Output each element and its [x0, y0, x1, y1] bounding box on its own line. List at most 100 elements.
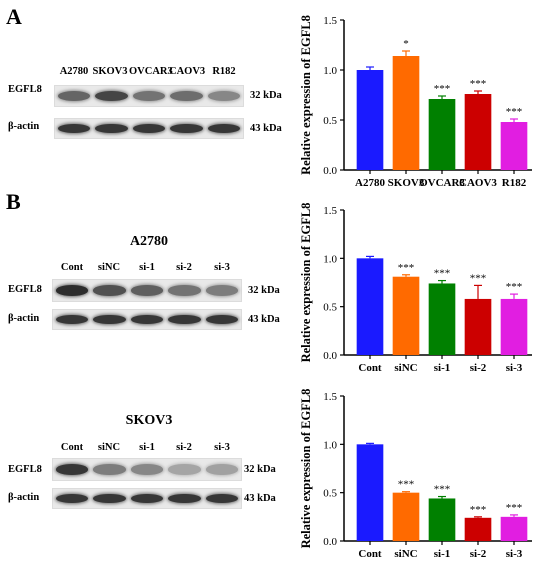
bar: [428, 498, 456, 541]
bar: [428, 99, 456, 170]
y-tick-label: 1.0: [323, 439, 337, 451]
bar: [392, 56, 420, 170]
y-axis-label: Relative expression of EGFL8: [299, 203, 313, 363]
y-axis-label: Relative expression of EGFL8: [299, 389, 313, 549]
blot-band: [95, 123, 128, 134]
blot-strip-egfl8: [52, 458, 242, 481]
significance-label: *: [403, 38, 409, 50]
x-tick-label: R182: [502, 177, 527, 189]
y-tick-label: 1.5: [323, 391, 337, 403]
blot-strip-beta-actin: [52, 488, 242, 509]
blot-strip-beta-actin: [54, 118, 244, 139]
bar: [356, 444, 384, 541]
significance-label: ***: [506, 106, 523, 118]
lane-label: siNC: [97, 262, 121, 273]
kda-label: 43 kDa: [248, 314, 280, 325]
kda-label: 32 kDa: [248, 285, 280, 296]
significance-label: ***: [506, 502, 523, 514]
blot-band: [168, 314, 201, 325]
blot-band: [55, 314, 88, 325]
blot-band: [130, 285, 164, 296]
blot-band: [170, 91, 203, 101]
kda-label: 32 kDa: [250, 90, 282, 101]
significance-label: ***: [470, 272, 487, 284]
y-tick-label: 1.5: [323, 15, 337, 27]
blot-band: [57, 123, 90, 134]
significance-label: ***: [434, 268, 451, 280]
significance-label: ***: [434, 83, 451, 95]
bar-chart-skov3-knockdown: 0.0 0.5 1.0 1.5 Relative expression of EGFL8…: [299, 389, 532, 560]
blot-band: [206, 493, 239, 504]
bar: [500, 298, 528, 355]
x-tick-label: si-3: [506, 548, 523, 560]
blot-band: [130, 493, 164, 504]
lane-label: Cont: [60, 262, 84, 273]
y-axis-label: Relative expression of EGFL8: [299, 15, 313, 175]
x-tick-label: si-3: [506, 362, 523, 372]
x-tick-label: si-1: [434, 548, 451, 560]
lane-label: si-2: [176, 442, 192, 453]
lane-label: A2780: [59, 66, 89, 77]
blot-band: [170, 123, 203, 134]
blot-strip-egfl8: [52, 279, 242, 302]
blot-band: [206, 464, 239, 475]
blot-band: [208, 123, 241, 134]
lane-label: SKOV3: [92, 66, 128, 77]
bar: [356, 258, 384, 355]
lane-label: OVCAR3: [129, 66, 173, 77]
lane-label: CAOV3: [169, 66, 206, 77]
bar-chart-a2780-knockdown: 0.0 0.5 1.0 1.5 Relative expression of EGFL8…: [299, 203, 532, 372]
lane-label: si-1: [139, 262, 155, 273]
blot-band: [93, 464, 126, 475]
lane-label: si-3: [214, 262, 230, 273]
blot-title: A2780: [129, 234, 169, 249]
panel-letter-b: B: [6, 189, 21, 214]
lane-label: si-1: [139, 442, 155, 453]
bar: [500, 516, 528, 541]
x-tick-label: si-1: [434, 362, 451, 372]
lane-label: R182: [212, 66, 236, 77]
y-tick-label: 1.5: [323, 205, 337, 217]
y-tick-label: 0.0: [323, 165, 337, 177]
bar-chart-cell-lines: 0.0 0.5 1.0 1.5 Relative expression of EGFL8…: [299, 15, 532, 189]
blot-band: [168, 285, 201, 296]
x-tick-label: CAOV3: [459, 177, 497, 189]
blot-band: [208, 91, 241, 101]
bar: [464, 298, 492, 355]
blot-strip-egfl8: [54, 85, 244, 107]
bar: [392, 276, 420, 355]
blot-band: [55, 285, 88, 296]
blot-band: [132, 91, 166, 101]
y-tick-label: 0.0: [323, 350, 337, 362]
row-label-beta-actin: β-actin: [8, 492, 40, 503]
y-tick-label: 0.0: [323, 536, 337, 548]
bar: [392, 492, 420, 541]
significance-label: ***: [506, 281, 523, 293]
blot-band: [55, 464, 88, 475]
blot-band: [57, 91, 90, 101]
blot-band: [206, 314, 239, 325]
blot-band: [93, 493, 126, 504]
row-label-egfl8: EGFL8: [8, 84, 42, 95]
row-label-egfl8: EGFL8: [8, 284, 42, 295]
significance-label: ***: [470, 504, 487, 516]
x-tick-label: si-2: [470, 548, 487, 560]
blot-band: [132, 123, 166, 134]
row-label-beta-actin: β-actin: [8, 313, 40, 324]
lane-label: Cont: [60, 442, 84, 453]
x-tick-label: SKOV3: [388, 177, 425, 189]
lane-label: siNC: [97, 442, 121, 453]
blot-strip-beta-actin: [52, 309, 242, 330]
blot-band: [55, 493, 88, 504]
kda-label: 32 kDa: [244, 464, 276, 475]
significance-label: ***: [398, 479, 415, 491]
lane-label: si-3: [214, 442, 230, 453]
row-label-egfl8: EGFL8: [8, 464, 42, 475]
blot-band: [206, 285, 239, 296]
blot-band: [95, 91, 128, 101]
blot-band: [130, 314, 164, 325]
kda-label: 43 kDa: [244, 493, 276, 504]
bar: [464, 94, 492, 170]
x-tick-label: siNC: [394, 362, 417, 372]
x-tick-label: OVCAR3: [419, 177, 465, 189]
